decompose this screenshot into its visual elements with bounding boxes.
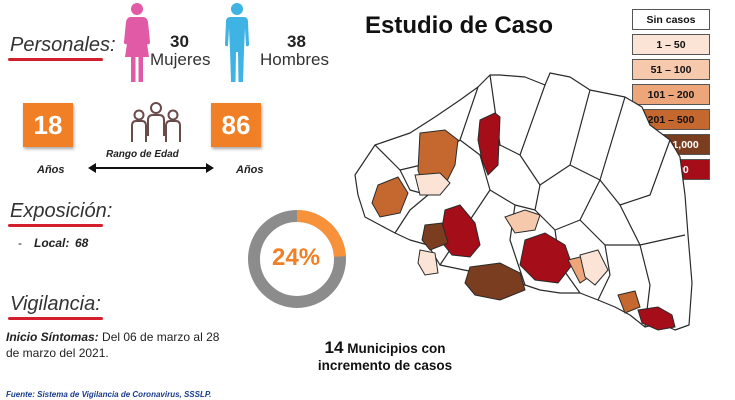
woman-icon: [124, 3, 150, 82]
men-count: 38: [287, 32, 306, 51]
muni-501-1000-a: [421, 222, 449, 251]
muni-1-50-c: [579, 249, 609, 286]
muni-201-500-b: [371, 176, 409, 218]
municipios-count: 14: [324, 338, 344, 357]
personales-underline: [8, 58, 103, 61]
local-value: 68: [75, 236, 89, 250]
donut-percent: 24%: [272, 244, 321, 271]
legend-item: 101 – 200: [632, 84, 710, 105]
municipios-line2: incremento de casos: [317, 358, 453, 373]
age-min-unit: Años: [37, 164, 65, 176]
women-label: Mujeres: [150, 50, 211, 69]
inicio-text-1: Del 06 de marzo al 28: [102, 330, 220, 344]
municipios-text: 14 Municipios con incremento de casos: [300, 339, 470, 374]
people-group-icon: [131, 102, 181, 142]
municipios-line1: 14 Municipios con: [300, 339, 470, 357]
donut-fill: [248, 210, 346, 308]
age-min-box: 18: [23, 103, 73, 147]
personales-heading: Personales:: [10, 34, 116, 56]
muni-1000-a: [477, 112, 501, 176]
muni-501-1000-b: [464, 262, 526, 301]
municipios-line1-rest: Municipios con: [347, 341, 446, 356]
age-max-box: 86: [211, 103, 261, 147]
muni-1000-d: [637, 306, 676, 331]
exposicion-underline: [8, 224, 103, 227]
muni-51-100-a: [504, 209, 541, 234]
vigilancia-heading: Vigilancia:: [10, 293, 101, 315]
muni-201-500-c: [617, 290, 641, 314]
muni-1-50-b: [417, 249, 439, 276]
inicio-text-2: de marzo del 2021.: [6, 346, 109, 360]
legend-item: Sin casos: [632, 9, 710, 30]
age-max-unit: Años: [236, 164, 264, 176]
state-outline: [354, 72, 693, 331]
page-title: Estudio de Caso: [365, 12, 554, 39]
age-range-arrow: [88, 163, 214, 173]
legend-item: 51 – 100: [632, 59, 710, 80]
men-label: Hombres: [260, 50, 329, 69]
vigilancia-underline: [8, 317, 103, 320]
source-footer: Fuente: Sistema de Vigilancia de Coronav…: [6, 390, 212, 399]
man-icon: [225, 3, 249, 82]
state-map: [354, 72, 693, 331]
age-range-label: Rango de Edad: [106, 149, 179, 160]
legend-item: 1 – 50: [632, 34, 710, 55]
legend-item: 201 – 500: [632, 109, 710, 130]
bullet: -: [18, 236, 22, 250]
local-label: Local:: [34, 236, 70, 250]
inicio-sintomas: Inicio Síntomas: Del 06 de marzo al 28: [6, 330, 236, 345]
percentage-donut: [248, 210, 346, 308]
inicio-label: Inicio Síntomas:: [6, 330, 99, 344]
muni-1-50-a: [414, 172, 451, 196]
women-count: 30: [170, 32, 189, 51]
muni-1000-c: [519, 232, 573, 284]
exposicion-heading: Exposición:: [10, 200, 113, 222]
